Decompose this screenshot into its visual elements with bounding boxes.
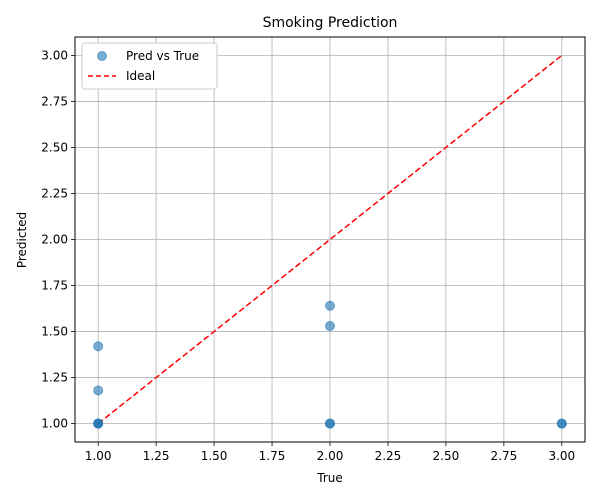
scatter-point xyxy=(93,341,104,352)
x-tick-label: 1.00 xyxy=(85,449,112,463)
x-ticks: 1.00 1.25 1.50 1.75 2.00 2.25 2.50 2.75 3.00 xyxy=(85,442,575,463)
scatter-point xyxy=(325,418,335,429)
x-tick-label: 1.25 xyxy=(143,449,170,463)
y-tick-label: 1.25 xyxy=(41,371,68,385)
x-axis-label: True xyxy=(316,471,343,485)
x-tick-label: 3.00 xyxy=(548,449,575,463)
y-tick-label: 3.00 xyxy=(41,48,68,62)
x-tick-label: 2.50 xyxy=(433,449,460,463)
legend-marker-scatter xyxy=(97,51,107,61)
y-axis-label: Predicted xyxy=(15,212,29,268)
x-tick-label: 2.00 xyxy=(317,449,344,463)
scatter-point xyxy=(93,385,104,396)
grid xyxy=(75,37,585,442)
legend-label-scatter: Pred vs True xyxy=(126,49,199,63)
scatter-point xyxy=(556,418,567,429)
x-tick-label: 2.25 xyxy=(375,449,402,463)
x-tick-label: 2.75 xyxy=(491,449,518,463)
legend: Pred vs True Ideal xyxy=(81,42,218,90)
x-tick-label: 1.50 xyxy=(201,449,228,463)
y-tick-label: 2.75 xyxy=(41,94,68,108)
y-tick-label: 1.00 xyxy=(41,417,68,431)
chart-title: Smoking Prediction xyxy=(263,15,398,31)
y-tick-label: 1.75 xyxy=(41,279,68,293)
y-tick-label: 2.25 xyxy=(41,186,68,200)
scatter-point xyxy=(325,321,335,332)
y-tick-label: 2.50 xyxy=(41,140,68,154)
y-ticks: 1.00 1.25 1.50 1.75 2.00 2.25 2.50 2.75 3.00 xyxy=(41,48,75,431)
y-tick-label: 2.00 xyxy=(41,233,68,247)
scatter-point xyxy=(93,418,104,429)
scatter-point xyxy=(325,300,335,311)
legend-label-ideal: Ideal xyxy=(126,69,155,83)
y-tick-label: 1.50 xyxy=(41,325,68,339)
x-tick-label: 1.75 xyxy=(259,449,286,463)
legend-box xyxy=(81,42,218,90)
scatter-points xyxy=(93,300,567,429)
